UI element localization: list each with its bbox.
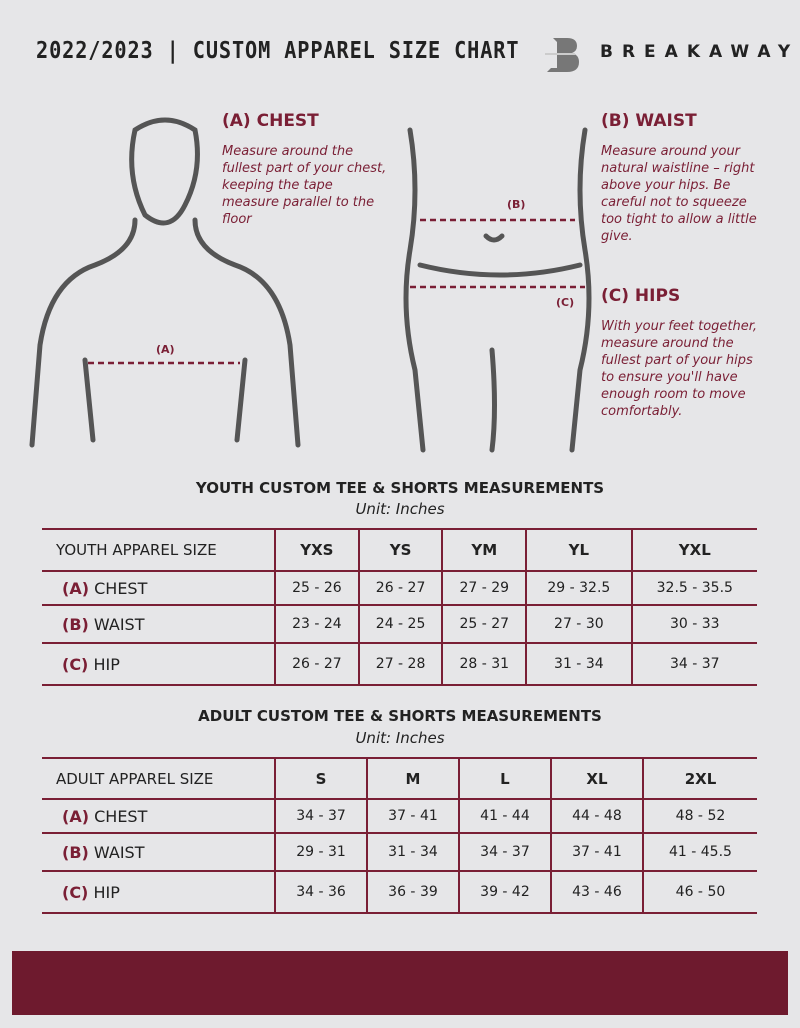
size-header: XL [549, 757, 643, 800]
table-row: (A) CHEST 34 - 37 37 - 41 41 - 44 44 - 48 48 … [42, 798, 757, 834]
size-header: S [274, 757, 367, 800]
size-header: L [457, 757, 551, 800]
cell: 37 - 41 [549, 832, 643, 872]
cell: 26 - 27 [274, 642, 359, 686]
size-header: M [365, 757, 459, 800]
cell: 23 - 24 [274, 604, 359, 644]
cell: 31 - 34 [365, 832, 459, 872]
footer-bar [12, 951, 788, 1015]
row-header: ADULT APPAREL SIZE [42, 757, 275, 800]
size-header: YM [441, 528, 527, 572]
cell: 46 - 50 [641, 870, 757, 914]
table-header-row: ADULT APPAREL SIZE S M L XL 2XL [42, 757, 757, 800]
size-header: 2XL [641, 757, 757, 800]
waist-marker: (B) [507, 198, 526, 211]
size-header: YS [357, 528, 443, 572]
size-header: YXL [630, 528, 757, 572]
cell: 41 - 44 [457, 798, 551, 834]
cell: 27 - 28 [357, 642, 443, 686]
cell: 48 - 52 [641, 798, 757, 834]
cell: 41 - 45.5 [641, 832, 757, 872]
chest-description: Measure around the fullest part of your … [222, 144, 387, 227]
measure-label: (A) CHEST [42, 798, 275, 834]
cell: 27 - 29 [441, 570, 527, 606]
cell: 29 - 31 [274, 832, 367, 872]
cell: 29 - 32.5 [525, 570, 632, 606]
cell: 27 - 30 [525, 604, 632, 644]
measure-label: (C) HIP [42, 870, 275, 914]
cell: 25 - 26 [274, 570, 359, 606]
cell: 34 - 36 [274, 870, 367, 914]
measure-label: (B) WAIST [42, 604, 275, 644]
table-row: (B) WAIST 23 - 24 24 - 25 25 - 27 27 - 30 30 … [42, 604, 757, 644]
waist-heading: (B) WAIST [601, 111, 697, 131]
youth-section-title: YOUTH CUSTOM TEE & SHORTS MEASUREMENTS [195, 479, 605, 497]
cell: 32.5 - 35.5 [630, 570, 757, 606]
row-header: YOUTH APPAREL SIZE [42, 528, 275, 572]
cell: 44 - 48 [549, 798, 643, 834]
page-title: 2022/2023 | CUSTOM APPAREL SIZE CHART [36, 38, 520, 64]
cell: 25 - 27 [441, 604, 527, 644]
cell: 37 - 41 [365, 798, 459, 834]
table-header-row: YOUTH APPAREL SIZE YXS YS YM YL YXL [42, 528, 757, 572]
breakaway-logo-icon [545, 38, 579, 72]
cell: 24 - 25 [357, 604, 443, 644]
hips-heading: (C) HIPS [601, 286, 681, 306]
measure-label: (B) WAIST [42, 832, 275, 872]
chest-heading: (A) CHEST [222, 111, 319, 131]
body-diagram [29, 117, 592, 453]
youth-size-table: YOUTH APPAREL SIZE YXS YS YM YL YXL (A) CHES… [42, 528, 757, 686]
measure-label: (C) HIP [42, 642, 275, 686]
table-row: (A) CHEST 25 - 26 26 - 27 27 - 29 29 - 32.5 3… [42, 570, 757, 606]
cell: 39 - 42 [457, 870, 551, 914]
size-header: YL [525, 528, 632, 572]
adult-unit: Unit: Inches [355, 729, 445, 747]
measure-label: (A) CHEST [42, 570, 275, 606]
table-row: (B) WAIST 29 - 31 31 - 34 34 - 37 37 - 41 41 … [42, 832, 757, 872]
youth-unit: Unit: Inches [355, 500, 445, 518]
hips-description: With your feet together, measure around … [601, 319, 758, 419]
brand-name: BREAKAWAY [600, 42, 800, 62]
adult-section-title: ADULT CUSTOM TEE & SHORTS MEASUREMENTS [198, 707, 602, 725]
cell: 34 - 37 [457, 832, 551, 872]
cell: 34 - 37 [274, 798, 367, 834]
cell: 34 - 37 [630, 642, 757, 686]
table-row: (C) HIP 34 - 36 36 - 39 39 - 42 43 - 46 46 - … [42, 870, 757, 914]
table-row: (C) HIP 26 - 27 27 - 28 28 - 31 31 - 34 34 - … [42, 642, 757, 686]
cell: 26 - 27 [357, 570, 443, 606]
chest-marker: (A) [156, 343, 175, 356]
cell: 43 - 46 [549, 870, 643, 914]
size-header: YXS [274, 528, 359, 572]
cell: 30 - 33 [630, 604, 757, 644]
cell: 28 - 31 [441, 642, 527, 686]
adult-size-table: ADULT APPAREL SIZE S M L XL 2XL (A) CHEST 34 … [42, 757, 757, 914]
hips-marker: (C) [556, 296, 575, 309]
cell: 31 - 34 [525, 642, 632, 686]
cell: 36 - 39 [365, 870, 459, 914]
waist-description: Measure around your natural waistline – … [601, 144, 757, 244]
